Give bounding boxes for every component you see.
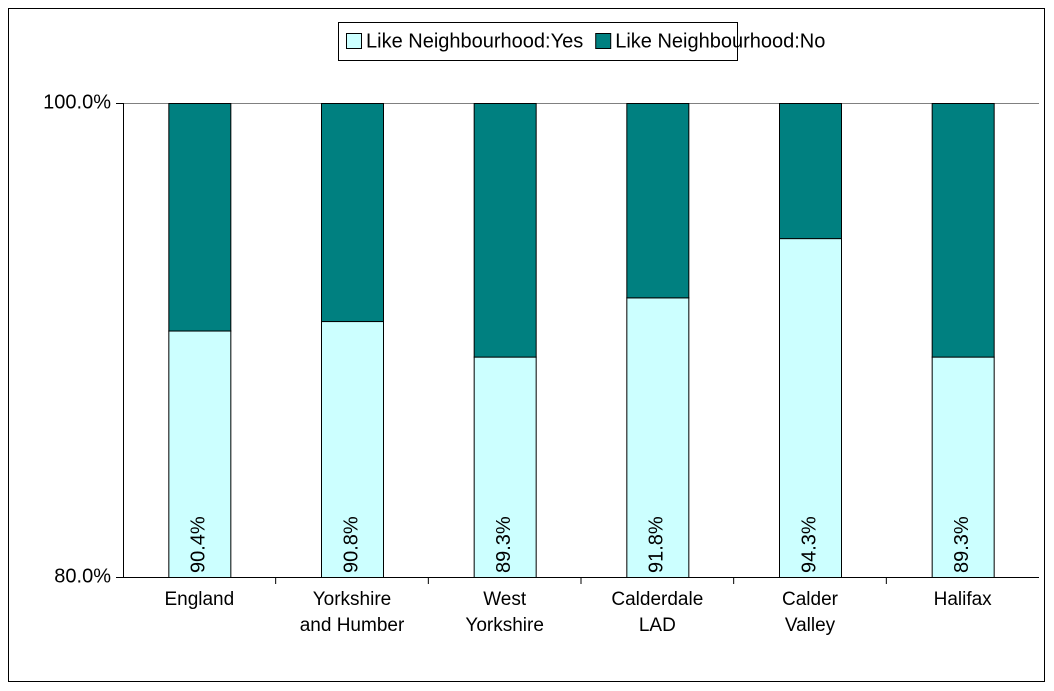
- value-label: 89.3%: [951, 516, 973, 573]
- y-tick-label: 100.0%: [43, 91, 111, 113]
- bar-segment: [626, 297, 690, 578]
- legend-swatch: [595, 33, 612, 49]
- bar-segment: [168, 330, 232, 578]
- bar-segment: [779, 103, 842, 240]
- value-label: 90.8%: [340, 516, 362, 573]
- value-label: 89.3%: [493, 516, 515, 573]
- x-tick-label: Halifax: [933, 589, 992, 610]
- x-tick-label: Calderdale LAD: [611, 589, 704, 636]
- legend-swatch: [346, 33, 362, 49]
- bar-segment: [931, 356, 995, 578]
- x-tick-label: England: [164, 589, 235, 610]
- value-label: 90.4%: [188, 516, 210, 573]
- legend-box: [338, 22, 738, 61]
- bar-segment: [931, 103, 995, 358]
- bar-segment: [321, 321, 384, 579]
- bar-segment: [779, 238, 842, 578]
- x-tick-label: Yorkshire and Humber: [299, 589, 405, 636]
- bar-segment: [473, 356, 537, 578]
- y-tick-label: 80.0%: [54, 565, 111, 587]
- bar-segment: [168, 103, 232, 332]
- x-tick-label: West Yorkshire: [465, 589, 544, 636]
- bar-segment: [626, 103, 690, 299]
- x-tick-label: Calder Valley: [782, 589, 838, 636]
- bar-segment: [321, 103, 384, 323]
- legend-label: Like Neighbourhood:No: [615, 30, 825, 52]
- bar-segment: [473, 103, 537, 358]
- legend-label: Like Neighbourhood:Yes: [366, 30, 583, 52]
- value-label: 94.3%: [798, 516, 820, 573]
- value-label: 91.8%: [646, 516, 668, 573]
